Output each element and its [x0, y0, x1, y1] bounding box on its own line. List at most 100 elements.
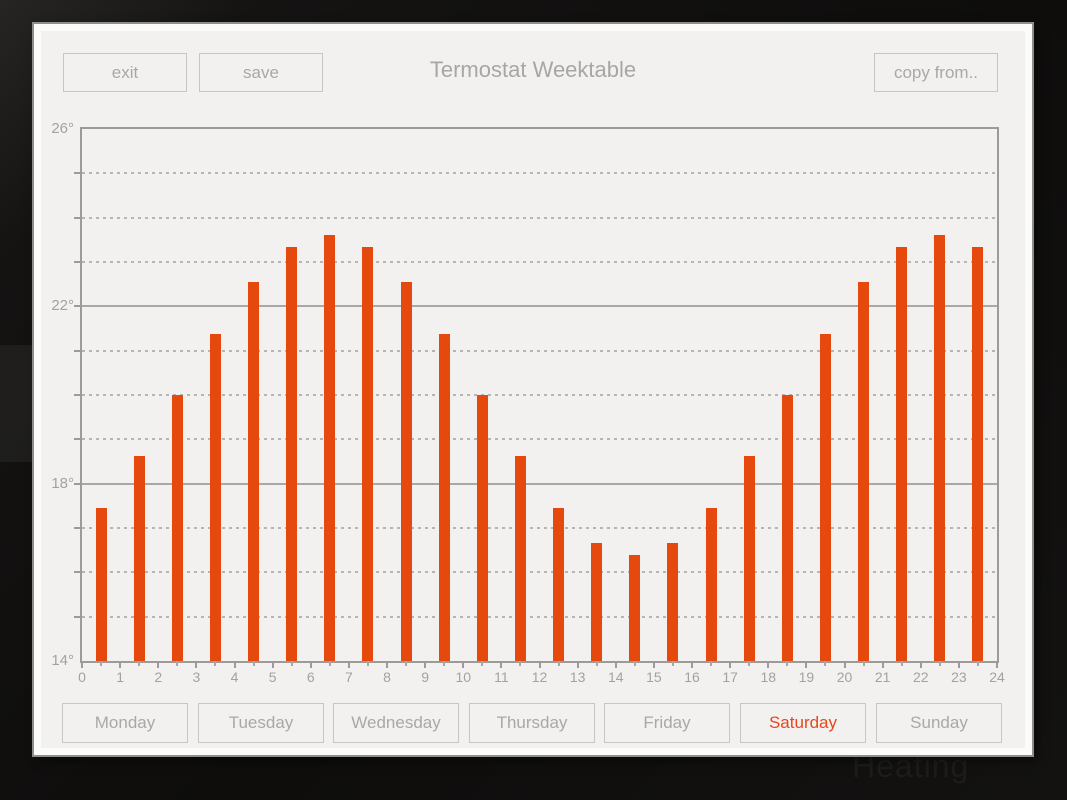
- x-axis-minortick-23-5: [976, 661, 979, 666]
- x-axis-tick-16: [691, 661, 693, 668]
- bar-hour-4[interactable]: [248, 281, 260, 661]
- x-axis-minortick-14-5: [633, 661, 636, 666]
- bar-hour-7[interactable]: [362, 247, 374, 661]
- bar-hour-15[interactable]: [667, 542, 679, 661]
- gridline-16: [82, 571, 997, 574]
- x-axis-tick-2: [157, 661, 160, 668]
- bar-hour-20[interactable]: [858, 281, 870, 661]
- bar-hour-14[interactable]: [629, 554, 641, 661]
- x-axis-tick-18: [767, 661, 770, 668]
- y-axis-tick-24: [74, 216, 82, 219]
- x-axis-tick-1: [119, 661, 122, 668]
- x-axis-tick-5: [271, 661, 274, 668]
- x-axis-label-9: 9: [421, 669, 430, 685]
- x-axis-minortick-19-5: [824, 661, 827, 666]
- x-axis-tick-10: [462, 661, 465, 668]
- y-axis-tick-22: [74, 305, 82, 308]
- bar-hour-12[interactable]: [553, 508, 565, 661]
- day-button-friday[interactable]: Friday: [604, 703, 730, 743]
- x-axis-tick-8: [386, 661, 388, 668]
- bar-hour-9[interactable]: [438, 333, 450, 661]
- y-axis-tick-17: [74, 527, 82, 529]
- bar-hour-13[interactable]: [591, 542, 603, 661]
- x-axis-minortick-20-5: [862, 661, 865, 666]
- x-axis-minortick-12-5: [557, 661, 560, 666]
- gridline-22: [82, 305, 997, 308]
- bar-hour-3[interactable]: [209, 333, 221, 661]
- bar-hour-1[interactable]: [133, 456, 145, 661]
- x-axis-tick-22: [919, 661, 922, 668]
- x-axis-label-2: 2: [154, 669, 163, 685]
- bar-hour-5[interactable]: [286, 247, 298, 661]
- y-axis-label-26: 26°: [51, 120, 74, 137]
- x-axis-minortick-1-5: [138, 661, 141, 666]
- x-axis-tick-6: [309, 661, 312, 668]
- backdrop-light-band: [0, 345, 32, 462]
- bar-hour-18[interactable]: [781, 395, 793, 661]
- bar-hour-21[interactable]: [896, 247, 908, 661]
- x-axis-minortick-7-5: [366, 661, 369, 666]
- copy-from-button[interactable]: copy from..: [874, 53, 998, 92]
- x-axis-label-18: 18: [760, 669, 777, 685]
- x-axis-label-11: 11: [494, 669, 509, 685]
- gridline-20: [82, 394, 997, 396]
- x-axis-label-12: 12: [531, 669, 548, 685]
- x-axis-label-6: 6: [306, 669, 315, 685]
- bar-hour-22[interactable]: [934, 235, 946, 661]
- x-axis-minortick-9-5: [443, 661, 446, 666]
- bar-hour-11[interactable]: [514, 456, 526, 661]
- bar-hour-19[interactable]: [819, 333, 831, 661]
- x-axis-label-0: 0: [78, 669, 86, 685]
- x-axis-label-7: 7: [344, 669, 353, 685]
- x-axis-tick-3: [195, 661, 198, 668]
- day-button-thursday[interactable]: Thursday: [469, 703, 595, 743]
- gridline-17: [82, 527, 997, 529]
- bar-hour-16[interactable]: [705, 508, 717, 661]
- x-axis-label-5: 5: [268, 669, 277, 685]
- exit-button[interactable]: exit: [63, 53, 187, 92]
- x-axis-tick-11: [500, 661, 503, 668]
- page-title: Termostat Weektable: [429, 57, 637, 82]
- day-button-monday[interactable]: Monday: [62, 703, 188, 743]
- x-axis-minortick-6-5: [328, 661, 331, 666]
- x-axis-label-22: 22: [912, 669, 929, 685]
- x-axis-label-1: 1: [116, 669, 125, 685]
- y-axis-tick-20: [74, 394, 82, 396]
- x-axis-minortick-0-5: [100, 661, 103, 666]
- x-axis-minortick-8-5: [405, 661, 408, 666]
- x-axis-tick-0: [81, 661, 83, 668]
- day-button-sunday[interactable]: Sunday: [876, 703, 1002, 743]
- bar-hour-0[interactable]: [95, 508, 107, 661]
- bar-hour-2[interactable]: [171, 395, 183, 661]
- save-button[interactable]: save: [199, 53, 323, 92]
- x-axis-tick-19: [805, 661, 808, 668]
- gridline-18: [82, 482, 997, 485]
- x-axis-minortick-3-5: [214, 661, 217, 666]
- x-axis-label-10: 10: [455, 669, 472, 685]
- day-button-saturday[interactable]: Saturday: [740, 703, 866, 743]
- x-axis-minortick-10-5: [481, 661, 484, 666]
- x-axis-minortick-13-5: [595, 661, 598, 666]
- y-axis-tick-16: [74, 571, 82, 574]
- weektable-dialog: exit save Termostat Weektable copy from.…: [34, 24, 1032, 755]
- x-axis-minortick-18-5: [786, 661, 789, 666]
- x-axis-tick-24: [996, 661, 998, 668]
- bar-hour-10[interactable]: [476, 395, 488, 661]
- x-axis-minortick-11-5: [519, 661, 522, 666]
- x-axis-minortick-4-5: [252, 661, 255, 666]
- bar-hour-8[interactable]: [400, 281, 412, 661]
- bar-hour-23[interactable]: [972, 247, 984, 661]
- gridline-15: [82, 615, 997, 618]
- bar-hour-17[interactable]: [743, 456, 755, 661]
- day-button-tuesday[interactable]: Tuesday: [198, 703, 324, 743]
- bar-hour-6[interactable]: [324, 235, 336, 661]
- weektable-chart: 26° 22° 18° 14° 0 1 2 3 4 5 6 7 8 9 10 11 12 13 14 15 16 17 18…: [51, 120, 1004, 685]
- x-axis-tick-9: [424, 661, 427, 668]
- gridline-21: [82, 349, 997, 352]
- y-axis-tick-18: [74, 482, 82, 485]
- gridline-19: [82, 438, 997, 441]
- gridline-25: [82, 172, 997, 175]
- x-axis-tick-23: [957, 661, 960, 668]
- x-axis-tick-4: [233, 661, 236, 668]
- day-button-wednesday[interactable]: Wednesday: [333, 703, 459, 743]
